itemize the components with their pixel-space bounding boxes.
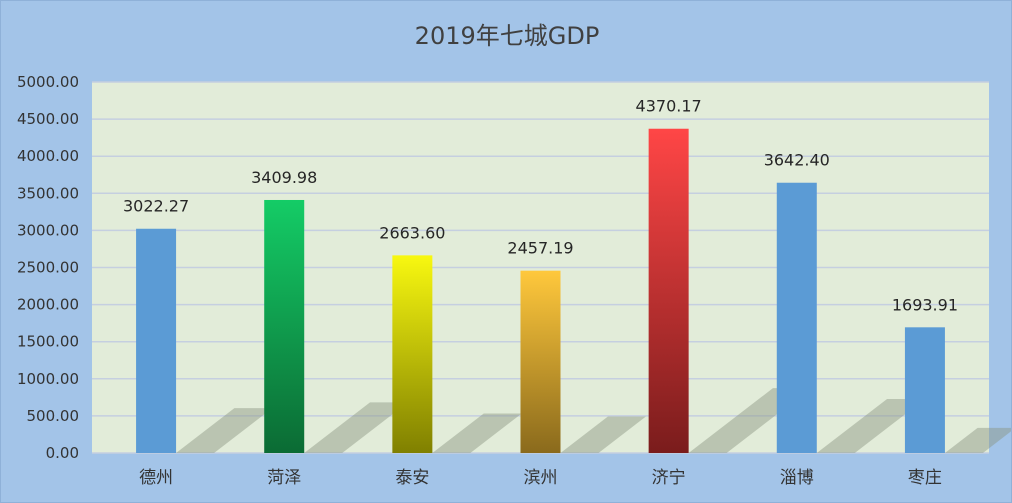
bar bbox=[520, 270, 561, 453]
y-tick-label: 3000.00 bbox=[17, 221, 79, 239]
bar bbox=[648, 128, 689, 453]
bar-shadows bbox=[176, 388, 1011, 453]
data-label: 2457.19 bbox=[507, 239, 573, 258]
x-axis-tick-labels: 德州 菏泽 泰安 滨州 济宁 淄博 枣庄 bbox=[139, 468, 942, 488]
x-tick-label: 枣庄 bbox=[908, 468, 942, 488]
data-label: 3409.98 bbox=[251, 168, 317, 187]
bar-shadow bbox=[176, 408, 273, 453]
x-tick-label: 德州 bbox=[139, 468, 173, 488]
data-label: 2663.60 bbox=[379, 223, 445, 242]
bar-shadow bbox=[432, 413, 522, 453]
x-tick-label: 淄博 bbox=[780, 468, 814, 488]
data-labels: 3022.27 3409.98 2663.60 2457.19 4370.17 3642.… bbox=[123, 97, 958, 315]
y-axis-tick-labels: 0.00 500.00 1000.00 1500.00 2000.00 2500.00 30… bbox=[17, 73, 79, 462]
x-tick-label: 泰安 bbox=[395, 468, 429, 488]
data-label: 3022.27 bbox=[123, 197, 189, 216]
bar-shadow bbox=[560, 416, 646, 453]
y-tick-label: 2500.00 bbox=[17, 259, 79, 277]
y-tick-label: 0.00 bbox=[46, 444, 79, 462]
chart-title: 2019年七城GDP bbox=[415, 22, 600, 50]
bar bbox=[776, 182, 817, 453]
y-tick-label: 500.00 bbox=[27, 407, 80, 425]
y-tick-label: 1500.00 bbox=[17, 333, 79, 351]
x-tick-label: 菏泽 bbox=[267, 468, 301, 488]
bar-shadow bbox=[944, 427, 1011, 453]
bar bbox=[136, 228, 177, 453]
data-label: 3642.40 bbox=[764, 151, 830, 170]
x-tick-label: 济宁 bbox=[652, 468, 686, 488]
x-tick-label: 滨州 bbox=[524, 468, 558, 488]
y-tick-label: 4000.00 bbox=[17, 147, 79, 165]
bar bbox=[264, 199, 305, 453]
data-label: 1693.91 bbox=[892, 295, 958, 314]
bars bbox=[136, 128, 945, 453]
y-tick-label: 2000.00 bbox=[17, 296, 79, 314]
y-tick-label: 3500.00 bbox=[17, 184, 79, 202]
y-tick-label: 1000.00 bbox=[17, 370, 79, 388]
y-tick-label: 5000.00 bbox=[17, 73, 79, 91]
bar-shadow bbox=[304, 402, 408, 453]
bar-shadow bbox=[816, 398, 926, 453]
bar bbox=[904, 327, 945, 453]
data-label: 4370.17 bbox=[636, 97, 702, 116]
y-tick-label: 4500.00 bbox=[17, 110, 79, 128]
bar bbox=[392, 255, 433, 453]
